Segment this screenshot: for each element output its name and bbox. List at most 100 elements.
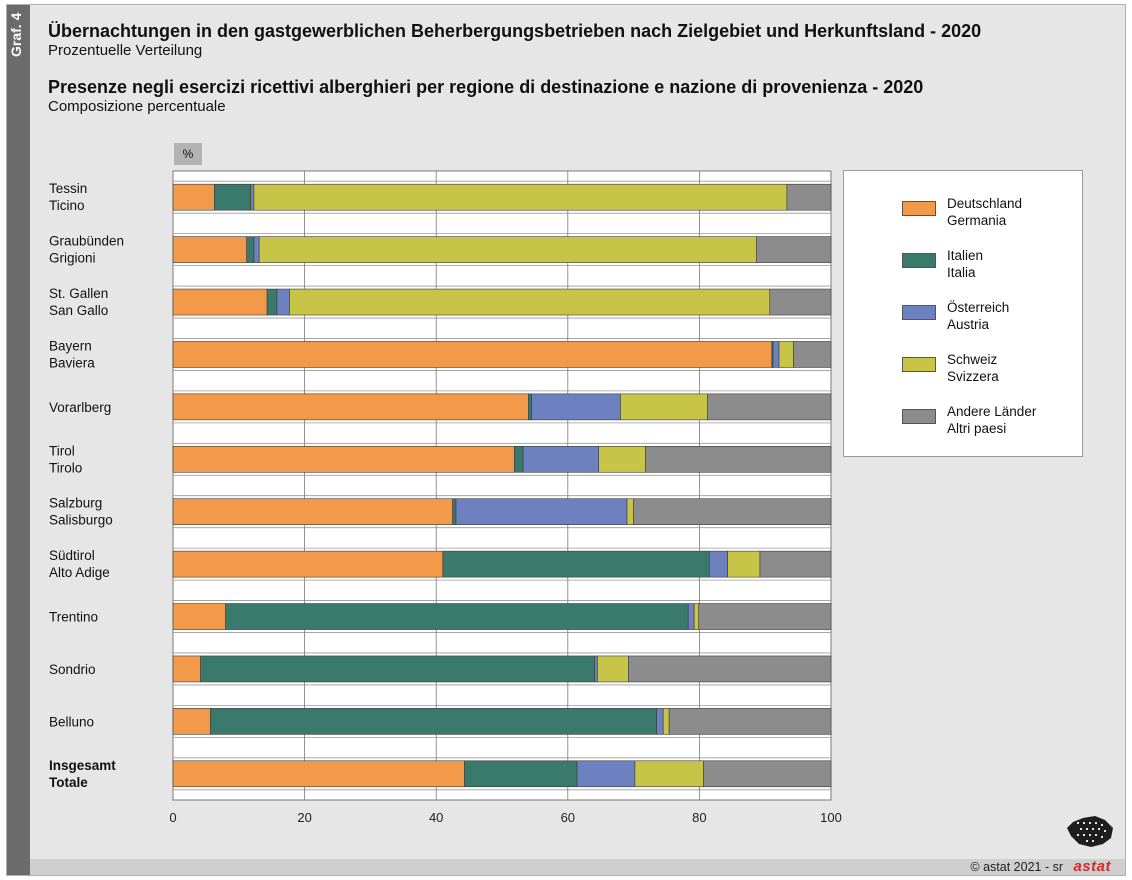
category-label: St. Gallen [49,286,108,301]
copyright-text: © astat 2021 - sr [970,860,1063,874]
bar-segment [442,550,710,578]
category-label: San Gallo [49,303,108,318]
bar-segment [258,236,757,263]
bar-segment [594,655,598,683]
bar-segment [172,183,215,211]
legend-label: Deutschland Germania [947,196,1023,228]
legend-item: Schweiz Svizzera [844,347,1084,399]
bar-segment [772,341,780,368]
legend-swatch [902,409,936,424]
x-tick-label: 80 [692,810,706,825]
bar-segment [522,445,600,473]
bar-segment [645,445,832,473]
bar-segment [455,498,628,526]
bar-segment [246,236,255,263]
bar-segment [172,655,201,683]
bar-segment [250,183,255,211]
legend-label: Schweiz Svizzera [947,352,999,384]
bar-segment [172,760,465,788]
category-label: Bayern [49,338,92,353]
legend-swatch [902,357,936,372]
bar-segment [706,393,832,421]
bar-segment [576,760,636,788]
bar-segment [214,183,251,211]
category-label: Salzburg [49,496,102,511]
bar-segment [620,393,708,421]
bar-segment [633,498,832,526]
bar-segment [708,550,728,578]
category-label: Tessin [49,181,87,196]
category-label: Südtirol [49,548,95,563]
bar-segment [634,760,704,788]
bar-segment [266,288,278,316]
bar-segment [172,393,529,421]
bar-segment [656,708,664,735]
category-label: Salisburgo [49,513,113,528]
category-label: Belluno [49,714,94,729]
legend-swatch [902,305,936,320]
bar-segment [698,603,832,630]
bar-segment [225,603,689,630]
bar-segment [253,236,260,263]
x-tick-label: 100 [820,810,842,825]
bar-segment [289,288,771,316]
bar-segment [172,445,515,473]
bar-segment [276,288,290,316]
bar-segment [778,341,794,368]
bar-segment [598,445,646,473]
legend-swatch [902,253,936,268]
legend: Deutschland Germania Italien Italia Österrei… [843,170,1083,457]
category-label: Vorarlberg [49,400,111,415]
title-it: Presenze negli esercizi ricettivi alberg… [48,77,924,97]
legend-label: Österreich Austria [947,300,1010,332]
bar-segment [597,655,629,683]
bar-segment [628,655,832,683]
bar-segment [452,498,457,526]
astat-logo-text: astat [1073,858,1111,875]
x-tick-label: 60 [561,810,575,825]
title-de: Übernachtungen in den gastgewerblichen B… [48,21,982,41]
bar-segment [172,236,247,263]
plot-area [172,170,832,801]
bar-segment [172,498,453,526]
category-label: Tirolo [49,460,82,475]
category-label: Baviera [49,355,95,370]
astat-logo-map-icon [1065,814,1117,855]
bar-segment [687,603,695,630]
category-label: Insgesamt [49,758,116,773]
category-label: Ticino [49,198,85,213]
category-label: Trentino [49,610,98,625]
subtitle-it: Composizione percentuale [48,98,226,115]
bar-segment [703,760,832,788]
legend-item: Italien Italia [844,243,1084,295]
bar-segment [172,603,226,630]
category-label: Totale [49,775,88,790]
category-label: Alto Adige [49,565,110,580]
bar-segment [172,288,268,316]
category-label: Sondrio [49,662,96,677]
bar-segment [528,393,532,421]
footer-bar: © astat 2021 - sr astat [30,858,1125,875]
bar-segment [464,760,578,788]
legend-label: Italien Italia [947,248,984,280]
x-tick-label: 0 [169,810,176,825]
bar-segment [200,655,596,683]
bar-segment [172,550,444,578]
bar-segment [662,708,670,735]
unit-label: % [174,143,202,165]
bar-segment [253,183,788,211]
category-label: Tirol [49,443,75,458]
chart-frame: Graf. 4 Übernachtungen in den gastgewerb… [6,4,1126,876]
bar-segment [693,603,700,630]
x-tick-label: 40 [429,810,443,825]
bar-segment [210,708,657,735]
bar-segment [172,341,773,368]
bar-segment [756,236,832,263]
legend-swatch [902,201,936,216]
bar-segment [759,550,832,578]
bar-segment [626,498,634,526]
bar-segment [769,288,832,316]
bar-segment [668,708,832,735]
legend-item: Andere Länder Altri paesi [844,399,1084,451]
x-tick-label: 20 [297,810,311,825]
